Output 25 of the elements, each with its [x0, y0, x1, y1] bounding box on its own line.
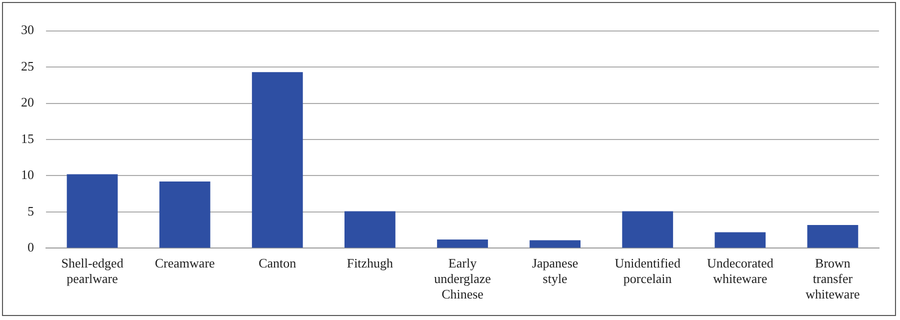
bar — [66, 174, 118, 248]
x-tick-label: Early underglaze Chinese — [434, 255, 492, 302]
y-tick-label: 10 — [21, 167, 34, 182]
bar — [437, 240, 488, 248]
x-tick-label: Brown transfer whiteware — [806, 255, 860, 302]
bar — [714, 232, 766, 248]
bar — [344, 211, 396, 248]
y-tick-label: 15 — [21, 130, 34, 146]
x-tick-label: Japanese style — [532, 255, 578, 286]
y-tick-label: 25 — [21, 58, 34, 74]
y-tick-label: 20 — [21, 94, 34, 110]
y-tick-label: 0 — [28, 240, 34, 255]
x-tick-label: Canton — [258, 255, 297, 270]
x-tick-label: Shell-edged pearlware — [61, 255, 124, 286]
x-tick-label: Fitzhugh — [346, 255, 394, 270]
x-tick-label: Unidentified porcelain — [614, 255, 681, 286]
x-tick-label: Undecorated whiteware — [706, 255, 774, 286]
bar — [622, 211, 674, 248]
x-tick-label: Creamware — [154, 255, 216, 270]
bar — [252, 72, 303, 248]
y-tick-label: 5 — [28, 203, 34, 218]
bar — [159, 182, 210, 248]
bar — [807, 225, 858, 248]
bar — [530, 240, 581, 248]
y-tick-label: 30 — [21, 22, 34, 38]
